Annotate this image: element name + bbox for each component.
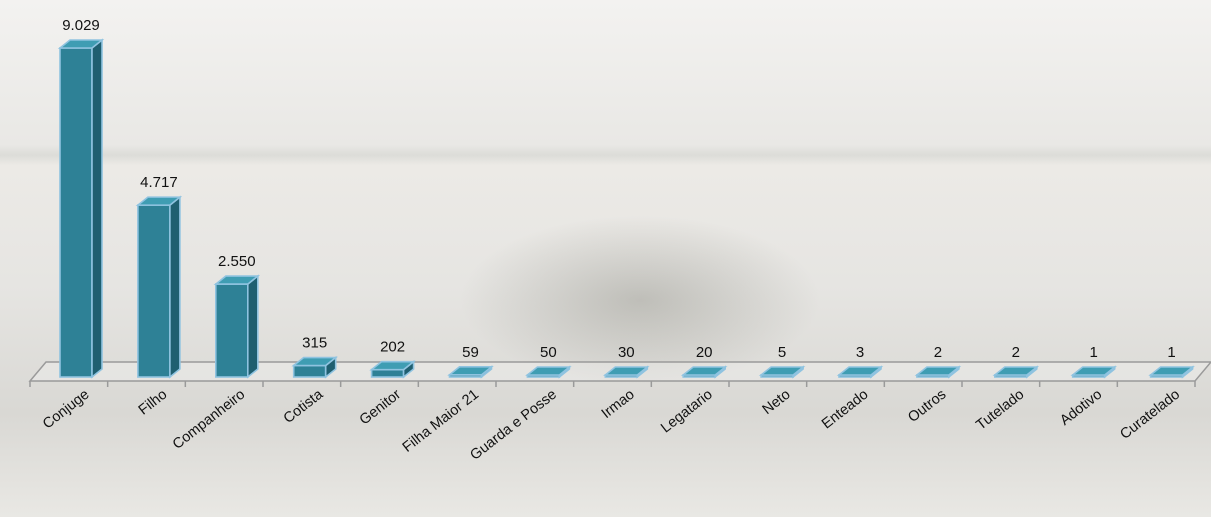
value-labels: 9.029 4.717 2.550 315 202 59 50 30 20 5 3 2 2 1 1 — [62, 17, 1176, 361]
bar-top — [914, 366, 962, 376]
bar-top — [369, 360, 416, 371]
bar-top — [291, 356, 338, 367]
value-label: 9.029 — [62, 17, 100, 34]
value-label: 2 — [934, 344, 942, 361]
bar-outros — [914, 365, 962, 379]
bar-front — [215, 283, 249, 378]
category-label: Legatario — [658, 387, 716, 437]
bar-adotivo — [1070, 365, 1117, 379]
bar-tutelado — [992, 365, 1040, 379]
bar-top — [135, 196, 183, 206]
category-label: Cotista — [281, 386, 327, 427]
bar-top — [447, 366, 494, 376]
value-label: 50 — [540, 344, 557, 361]
bar-legatario — [680, 365, 728, 379]
bar-top — [758, 366, 806, 376]
bars — [57, 38, 1195, 379]
bar-front — [59, 47, 93, 378]
bar-front — [292, 364, 327, 378]
value-label: 59 — [462, 344, 479, 361]
category-label: Filho — [136, 387, 171, 419]
value-label: 3 — [856, 344, 864, 361]
bar-filha-maior-21 — [447, 365, 494, 379]
value-label: 2.550 — [218, 253, 256, 270]
bar-side — [91, 38, 103, 379]
bar-guarda-e-posse — [525, 365, 572, 379]
category-labels: Conjuge Filho Companheiro Cotista GenitorFil… — [40, 386, 1183, 464]
category-label: Companheiro — [170, 387, 248, 453]
bar-top — [992, 366, 1040, 376]
category-label: Guarda e Posse — [467, 387, 559, 464]
bar-front — [137, 204, 171, 378]
bar-companheiro — [213, 274, 261, 379]
bar-top — [1070, 366, 1117, 376]
bar-cotista — [291, 355, 338, 379]
bar-top — [836, 366, 884, 376]
category-label: Neto — [760, 387, 794, 418]
value-label: 1 — [1167, 344, 1175, 361]
bar-top — [680, 366, 728, 376]
value-label: 30 — [618, 344, 635, 361]
bar-neto — [758, 365, 806, 379]
value-label: 5 — [778, 344, 786, 361]
category-label: Tutelado — [973, 387, 1027, 434]
bar-front — [370, 368, 405, 378]
bar-genitor — [369, 359, 416, 379]
category-label: Genitor — [357, 386, 404, 428]
value-label: 315 — [302, 335, 327, 352]
bar-curatelado — [1148, 365, 1195, 379]
category-label: Outros — [905, 387, 949, 426]
value-label: 20 — [696, 344, 713, 361]
bar-filho — [135, 195, 183, 379]
category-label: Curatelado — [1117, 387, 1183, 443]
bar-side — [247, 274, 259, 379]
bar-irmao — [603, 365, 650, 379]
category-label: Conjuge — [40, 387, 92, 433]
value-label: 1 — [1090, 344, 1098, 361]
category-label: Irmao — [599, 387, 638, 422]
bar-top — [525, 366, 572, 376]
value-label: 2 — [1012, 344, 1020, 361]
bar-side — [169, 195, 181, 379]
category-label: Filha Maior 21 — [400, 387, 482, 456]
category-label: Enteado — [819, 387, 871, 433]
bar-conjuge — [57, 38, 105, 379]
bar-enteado — [836, 365, 884, 379]
value-label: 202 — [380, 339, 405, 356]
bar-top — [213, 275, 261, 285]
bar-top — [603, 366, 650, 376]
category-label: Adotivo — [1057, 387, 1105, 429]
bar-top — [1148, 366, 1195, 376]
value-label: 4.717 — [140, 174, 178, 191]
bar-top — [57, 39, 105, 49]
